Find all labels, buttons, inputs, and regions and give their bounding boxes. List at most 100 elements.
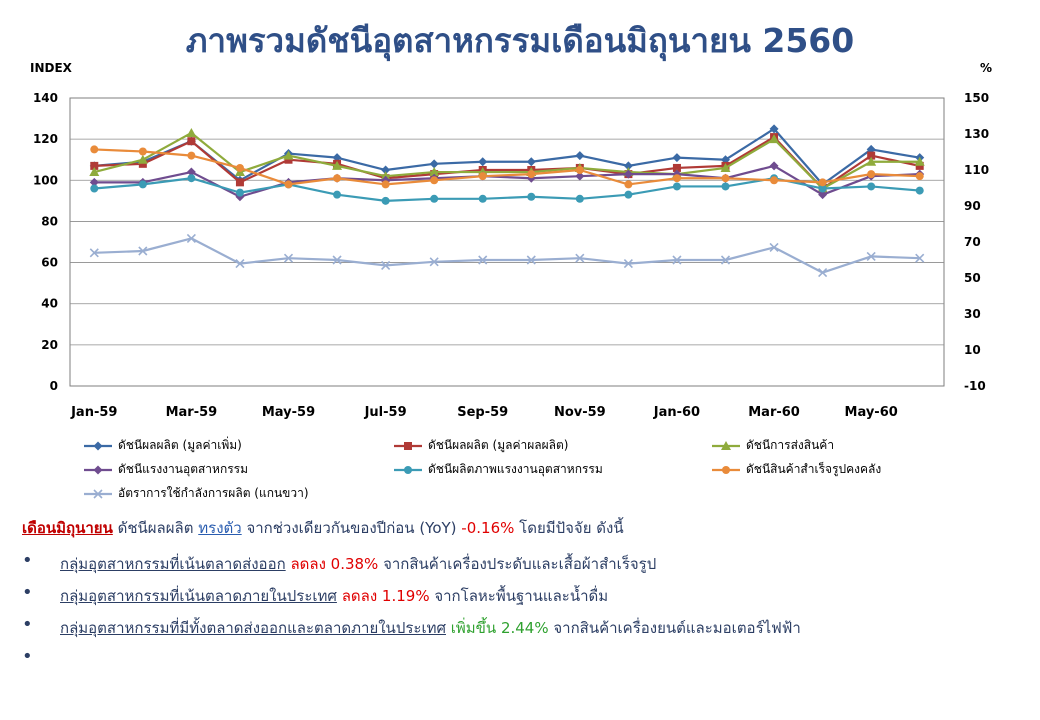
data-point bbox=[478, 172, 487, 181]
data-point bbox=[186, 127, 197, 137]
y-left-tick-label: 120 bbox=[33, 132, 58, 146]
legend-swatch bbox=[712, 465, 740, 474]
legend-item: ดัชนีสินค้าสำเร็จรูปคงคลัง bbox=[712, 460, 881, 479]
data-point bbox=[915, 253, 925, 263]
data-point bbox=[672, 255, 682, 265]
summary-value: -0.16% bbox=[461, 519, 515, 537]
legend-item: ดัชนีผลผลิต (มูลค่าผลผลิต) bbox=[394, 436, 568, 455]
y-right-tick-label: -10 bbox=[964, 379, 986, 393]
data-point bbox=[284, 155, 293, 164]
data-point bbox=[915, 186, 924, 195]
data-point bbox=[769, 134, 780, 144]
data-point bbox=[235, 188, 244, 197]
data-point bbox=[187, 151, 196, 160]
legend-swatch bbox=[84, 488, 112, 499]
legend-label: ดัชนีสินค้าสำเร็จรูปคงคลัง bbox=[746, 462, 882, 476]
data-point bbox=[380, 171, 391, 181]
data-point bbox=[429, 257, 439, 267]
bullet-change: ลดลง 1.19% bbox=[336, 587, 430, 605]
data-point bbox=[818, 190, 828, 200]
x-tick-label: Mar-60 bbox=[748, 405, 800, 420]
data-point bbox=[623, 161, 633, 171]
data-point bbox=[915, 161, 924, 170]
y-left-tick-label: 0 bbox=[50, 379, 58, 393]
legend-label: ดัชนีผลผลิต (มูลค่าเพิ่ม) bbox=[118, 438, 242, 452]
data-point bbox=[90, 161, 99, 170]
bullet-group: กลุ่มอุตสาหกรรมที่เน้นตลาดภายในประเทศ bbox=[60, 587, 337, 605]
data-point bbox=[138, 159, 147, 168]
chart-legend: ดัชนีผลผลิต (มูลค่าเพิ่ม) ดัชนีผลผลิต (มู… bbox=[84, 432, 944, 504]
y-right-tick-label: 90 bbox=[964, 199, 981, 213]
data-point bbox=[623, 169, 633, 179]
bullet-marker: • bbox=[22, 646, 33, 667]
summary-lead-text-3: โดยมีปัจจัย ดังนี้ bbox=[514, 519, 624, 537]
y-left-axis-title: INDEX bbox=[30, 61, 73, 75]
data-point bbox=[867, 170, 876, 179]
data-point bbox=[769, 242, 779, 252]
data-point bbox=[867, 182, 876, 191]
data-point bbox=[138, 147, 147, 156]
data-point bbox=[527, 192, 536, 201]
data-point bbox=[770, 176, 779, 185]
data-point bbox=[721, 174, 730, 183]
series-line-1 bbox=[94, 135, 920, 190]
x-tick-label: Mar-59 bbox=[166, 405, 218, 420]
legend-swatch bbox=[394, 465, 422, 474]
data-point bbox=[381, 260, 391, 270]
summary-trend: ทรงตัว bbox=[198, 519, 242, 537]
data-point bbox=[818, 268, 828, 278]
data-point bbox=[575, 171, 585, 181]
bullet-change: เพิ่มขึ้น 2.44% bbox=[446, 619, 549, 637]
data-point bbox=[575, 151, 585, 161]
x-tick-label: Sep-59 bbox=[457, 405, 508, 420]
data-point bbox=[332, 160, 343, 170]
data-point bbox=[914, 156, 925, 166]
y-right-tick-label: 10 bbox=[964, 343, 981, 357]
data-point bbox=[333, 174, 342, 183]
page-title: ภาพรวมดัชนีอุตสาหกรรมเดือนมิถุนายน 2560 bbox=[185, 21, 855, 60]
data-point bbox=[430, 194, 439, 203]
series-line-3 bbox=[94, 164, 920, 198]
data-point bbox=[624, 190, 633, 199]
data-point bbox=[915, 172, 924, 181]
data-point bbox=[478, 157, 488, 167]
data-point bbox=[89, 248, 99, 258]
x-tick-label: May-60 bbox=[845, 405, 898, 420]
y-right-tick-label: 150 bbox=[964, 91, 989, 105]
legend-label: ดัชนีแรงงานอุตสาหกรรม bbox=[118, 462, 249, 476]
data-point bbox=[672, 163, 681, 172]
data-point bbox=[818, 184, 827, 193]
data-point bbox=[526, 157, 536, 167]
data-point bbox=[90, 145, 99, 154]
data-point bbox=[575, 194, 584, 203]
legend-label: ดัชนีผลผลิต (มูลค่าผลผลิต) bbox=[428, 438, 569, 452]
data-point bbox=[284, 180, 293, 189]
data-point bbox=[672, 174, 681, 183]
legend-swatch bbox=[712, 440, 740, 450]
data-point bbox=[137, 154, 148, 164]
data-point bbox=[187, 174, 196, 183]
data-point bbox=[429, 167, 440, 177]
data-point bbox=[575, 253, 585, 263]
y-left-tick-label: 40 bbox=[41, 297, 58, 311]
data-point bbox=[624, 180, 633, 189]
series-line-0 bbox=[94, 127, 920, 186]
data-point bbox=[381, 165, 391, 175]
data-point bbox=[478, 255, 488, 265]
x-tick-label: Nov-59 bbox=[554, 405, 606, 420]
data-point bbox=[90, 184, 99, 193]
y-right-tick-label: 70 bbox=[964, 235, 981, 249]
bullet-change: ลดลง 0.38% bbox=[285, 555, 379, 573]
data-point bbox=[235, 178, 244, 187]
legend-label: อัตราการใช้กำลังการผลิต (แกนขวา) bbox=[118, 486, 309, 500]
data-point bbox=[672, 153, 682, 163]
series-line-6 bbox=[94, 237, 920, 274]
data-point bbox=[866, 156, 877, 166]
summary-lead-text-2: จากช่วงเดียวกันของปีก่อน (YoY) bbox=[241, 519, 462, 537]
data-point bbox=[332, 255, 342, 265]
y-right-tick-label: 30 bbox=[964, 307, 981, 321]
data-point bbox=[720, 162, 731, 172]
data-point bbox=[381, 196, 390, 205]
data-point bbox=[720, 255, 731, 265]
legend-swatch bbox=[84, 441, 112, 450]
